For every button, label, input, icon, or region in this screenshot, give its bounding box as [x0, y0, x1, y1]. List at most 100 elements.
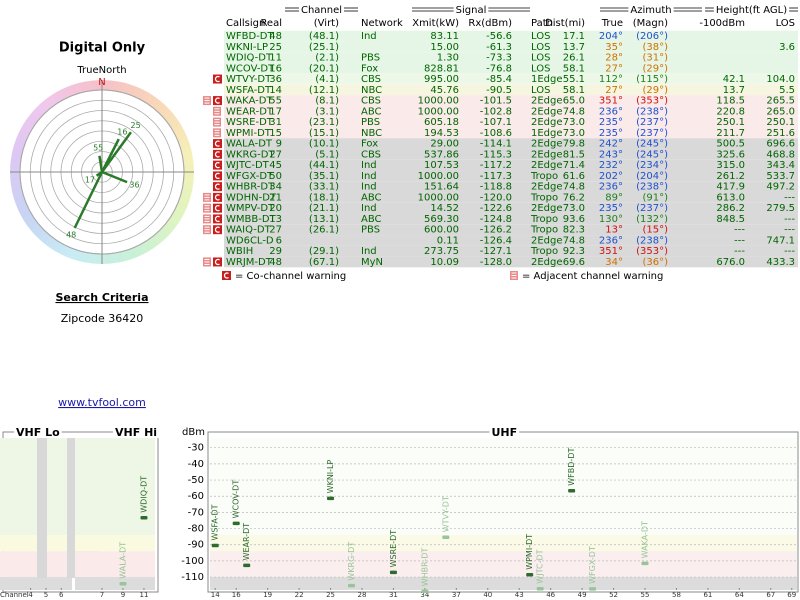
table-cell: --- [784, 192, 795, 203]
table-cell: 26.1 [563, 53, 585, 64]
signal-mark [348, 583, 356, 588]
table-cell: 433.3 [766, 257, 795, 268]
polar-ray [95, 170, 103, 177]
table-cell: 235° [599, 203, 623, 214]
x-tick-label: 37 [452, 591, 461, 599]
site-link[interactable]: www.tvfool.com [58, 396, 146, 409]
table-cell: 676.0 [716, 257, 745, 268]
signal-mark [140, 515, 148, 520]
group-header: Signal [456, 5, 487, 16]
row-background [224, 256, 798, 268]
table-cell: 250.1 [716, 117, 745, 128]
table-cell: ABC [361, 214, 382, 225]
row-background [224, 73, 798, 85]
table-cell: (237°) [636, 203, 668, 214]
x-tick-label: 9 [121, 591, 125, 599]
y-tick-label: -70 [188, 507, 204, 518]
polar-label: 25 [131, 121, 141, 130]
x-tick-label: 22 [295, 591, 304, 599]
co-channel-icon [213, 192, 222, 202]
polar-ray [100, 131, 132, 173]
table-cell: WBIH [226, 246, 253, 257]
table-cell: --- [784, 214, 795, 225]
table-cell: -101.5 [480, 96, 512, 107]
table-cell: 89° [605, 192, 623, 203]
table-cell: Tropo [530, 171, 558, 182]
table-cell: 55 [269, 96, 282, 107]
table-cell: --- [784, 246, 795, 257]
table-cell: -128.0 [480, 257, 512, 268]
column-header: -100dBm [699, 18, 745, 29]
table-cell: --- [734, 225, 745, 236]
table-cell: --- [734, 246, 745, 257]
station-label: WJTC-DT [536, 549, 545, 583]
polar-label: 36 [129, 181, 139, 190]
co-channel-icon [213, 225, 222, 235]
table-cell: 58.1 [563, 85, 585, 96]
table-cell: 1Edge [531, 74, 563, 85]
table-cell: (67.1) [309, 257, 339, 268]
table-cell: 235° [599, 128, 623, 139]
signal-mark [589, 587, 597, 591]
table-cell: (237°) [636, 128, 668, 139]
co-channel-icon [222, 271, 231, 280]
table-cell: 250.1 [766, 117, 795, 128]
table-cell: 995.00 [424, 74, 459, 85]
group-header: Channel [301, 5, 342, 16]
row-background [224, 159, 798, 171]
table-cell: --- [784, 225, 795, 236]
table-cell: WFBD-DT [226, 31, 275, 42]
signal-mark [641, 561, 649, 566]
table-cell: 71.4 [563, 160, 585, 171]
table-cell: 27 [269, 149, 282, 160]
table-cell: 130° [599, 214, 623, 225]
table-cell: 10.09 [430, 257, 459, 268]
column-header: Callsign [226, 18, 265, 29]
table-cell: ABC [361, 192, 382, 203]
table-cell: 265.5 [766, 96, 795, 107]
row-background [224, 213, 798, 225]
table-cell: 286.2 [716, 203, 745, 214]
table-cell: 1Edge [531, 128, 563, 139]
table-cell: -107.1 [480, 117, 512, 128]
table-cell: 73.0 [563, 128, 585, 139]
table-cell: CBS [361, 96, 381, 107]
column-header: Path [531, 18, 553, 29]
table-cell: 747.1 [766, 235, 795, 246]
table-cell: 605.18 [424, 117, 459, 128]
row-background [224, 235, 798, 246]
table-cell: 2Edge [531, 257, 563, 268]
table-cell: Tropo [530, 225, 558, 236]
table-cell: 93.6 [563, 214, 585, 225]
x-tick-label: 14 [211, 591, 220, 599]
co-channel-glyph [214, 226, 220, 233]
table-cell: NBC [361, 85, 382, 96]
station-label: WHBR-DT [420, 548, 429, 587]
co-channel-glyph [214, 75, 220, 83]
table-cell: 11 [269, 53, 282, 64]
table-cell: 343.4 [766, 160, 795, 171]
table-cell: (36°) [642, 257, 668, 268]
row-background [224, 192, 798, 203]
table-cell: 1.30 [437, 53, 459, 64]
table-cell: 27° [605, 63, 623, 74]
blocked-channel [37, 438, 47, 578]
row-background [224, 30, 798, 42]
signal-band [210, 438, 797, 536]
table-cell: WAIQ-DT [226, 225, 272, 236]
table-cell: 28° [605, 53, 623, 64]
x-tick-label: 40 [483, 591, 492, 599]
table-cell: 500.5 [716, 139, 745, 150]
x-tick-label: 49 [578, 591, 587, 599]
signal-mark [211, 543, 219, 548]
table-cell: 13° [605, 225, 623, 236]
table-cell: Tropo [530, 214, 558, 225]
table-cell: 151.64 [424, 182, 459, 193]
table-cell: 79.8 [563, 139, 585, 150]
table-cell: 48 [269, 31, 282, 42]
table-cell: -120.0 [480, 192, 512, 203]
table-cell: 34 [269, 182, 282, 193]
co-channel-icon [213, 257, 222, 267]
table-cell: -126.2 [480, 225, 512, 236]
table-cell: (13.1) [309, 214, 339, 225]
